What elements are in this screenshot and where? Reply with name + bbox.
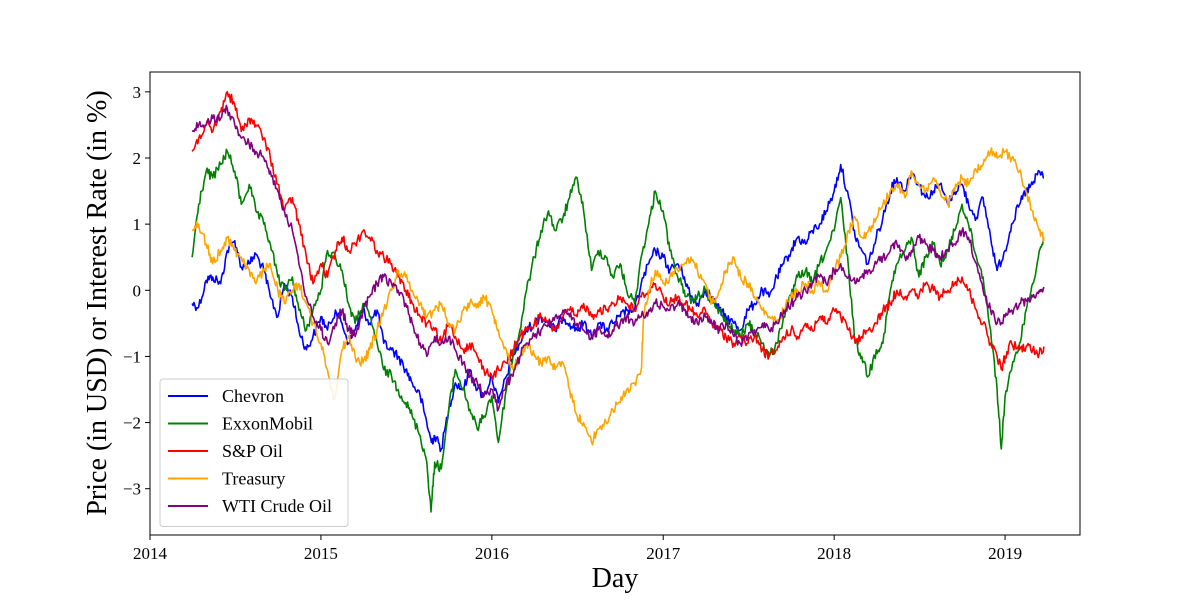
legend-box [159, 378, 349, 527]
legend: Chevron ExxonMobil S&P Oil Treasury WTI Crud… [159, 378, 349, 527]
y-tick-label: 1 [133, 215, 142, 234]
plot-frame [149, 71, 1081, 536]
y-axis-title: Price (in USD) or Interest Rate (in %) [82, 90, 113, 515]
y-tick-label: −3 [123, 480, 141, 499]
x-tick-label: 2016 [475, 544, 509, 563]
series-line-s-p-oil [191, 91, 1045, 381]
x-tick-label: 2018 [817, 544, 851, 563]
legend-label: WTI Crude Oil [222, 496, 332, 516]
x-tick-label: 2017 [646, 544, 681, 563]
y-tick-label: 3 [133, 83, 142, 102]
y-tick-label: 0 [133, 281, 142, 300]
legend-label: S&P Oil [222, 441, 283, 461]
x-axis: 2014 2015 2016 2017 2018 2019 [133, 535, 1022, 563]
y-tick-label: 2 [133, 149, 142, 168]
y-tick-label: −2 [123, 414, 141, 433]
series-line-exxonmobil [191, 148, 1045, 513]
x-tick-label: 2019 [988, 544, 1022, 563]
series-line-wti-crude-oil [191, 104, 1045, 412]
legend-label: Treasury [222, 469, 285, 489]
legend-label: Chevron [222, 386, 284, 406]
series-line-chevron [191, 163, 1045, 453]
x-axis-title: Day [592, 563, 639, 594]
legend-label: ExxonMobil [222, 414, 313, 434]
y-axis: −3 −2 −1 0 1 2 3 [123, 83, 150, 499]
x-tick-label: 2015 [304, 544, 338, 563]
y-tick-label: −1 [123, 347, 141, 366]
x-tick-label: 2014 [133, 544, 168, 563]
